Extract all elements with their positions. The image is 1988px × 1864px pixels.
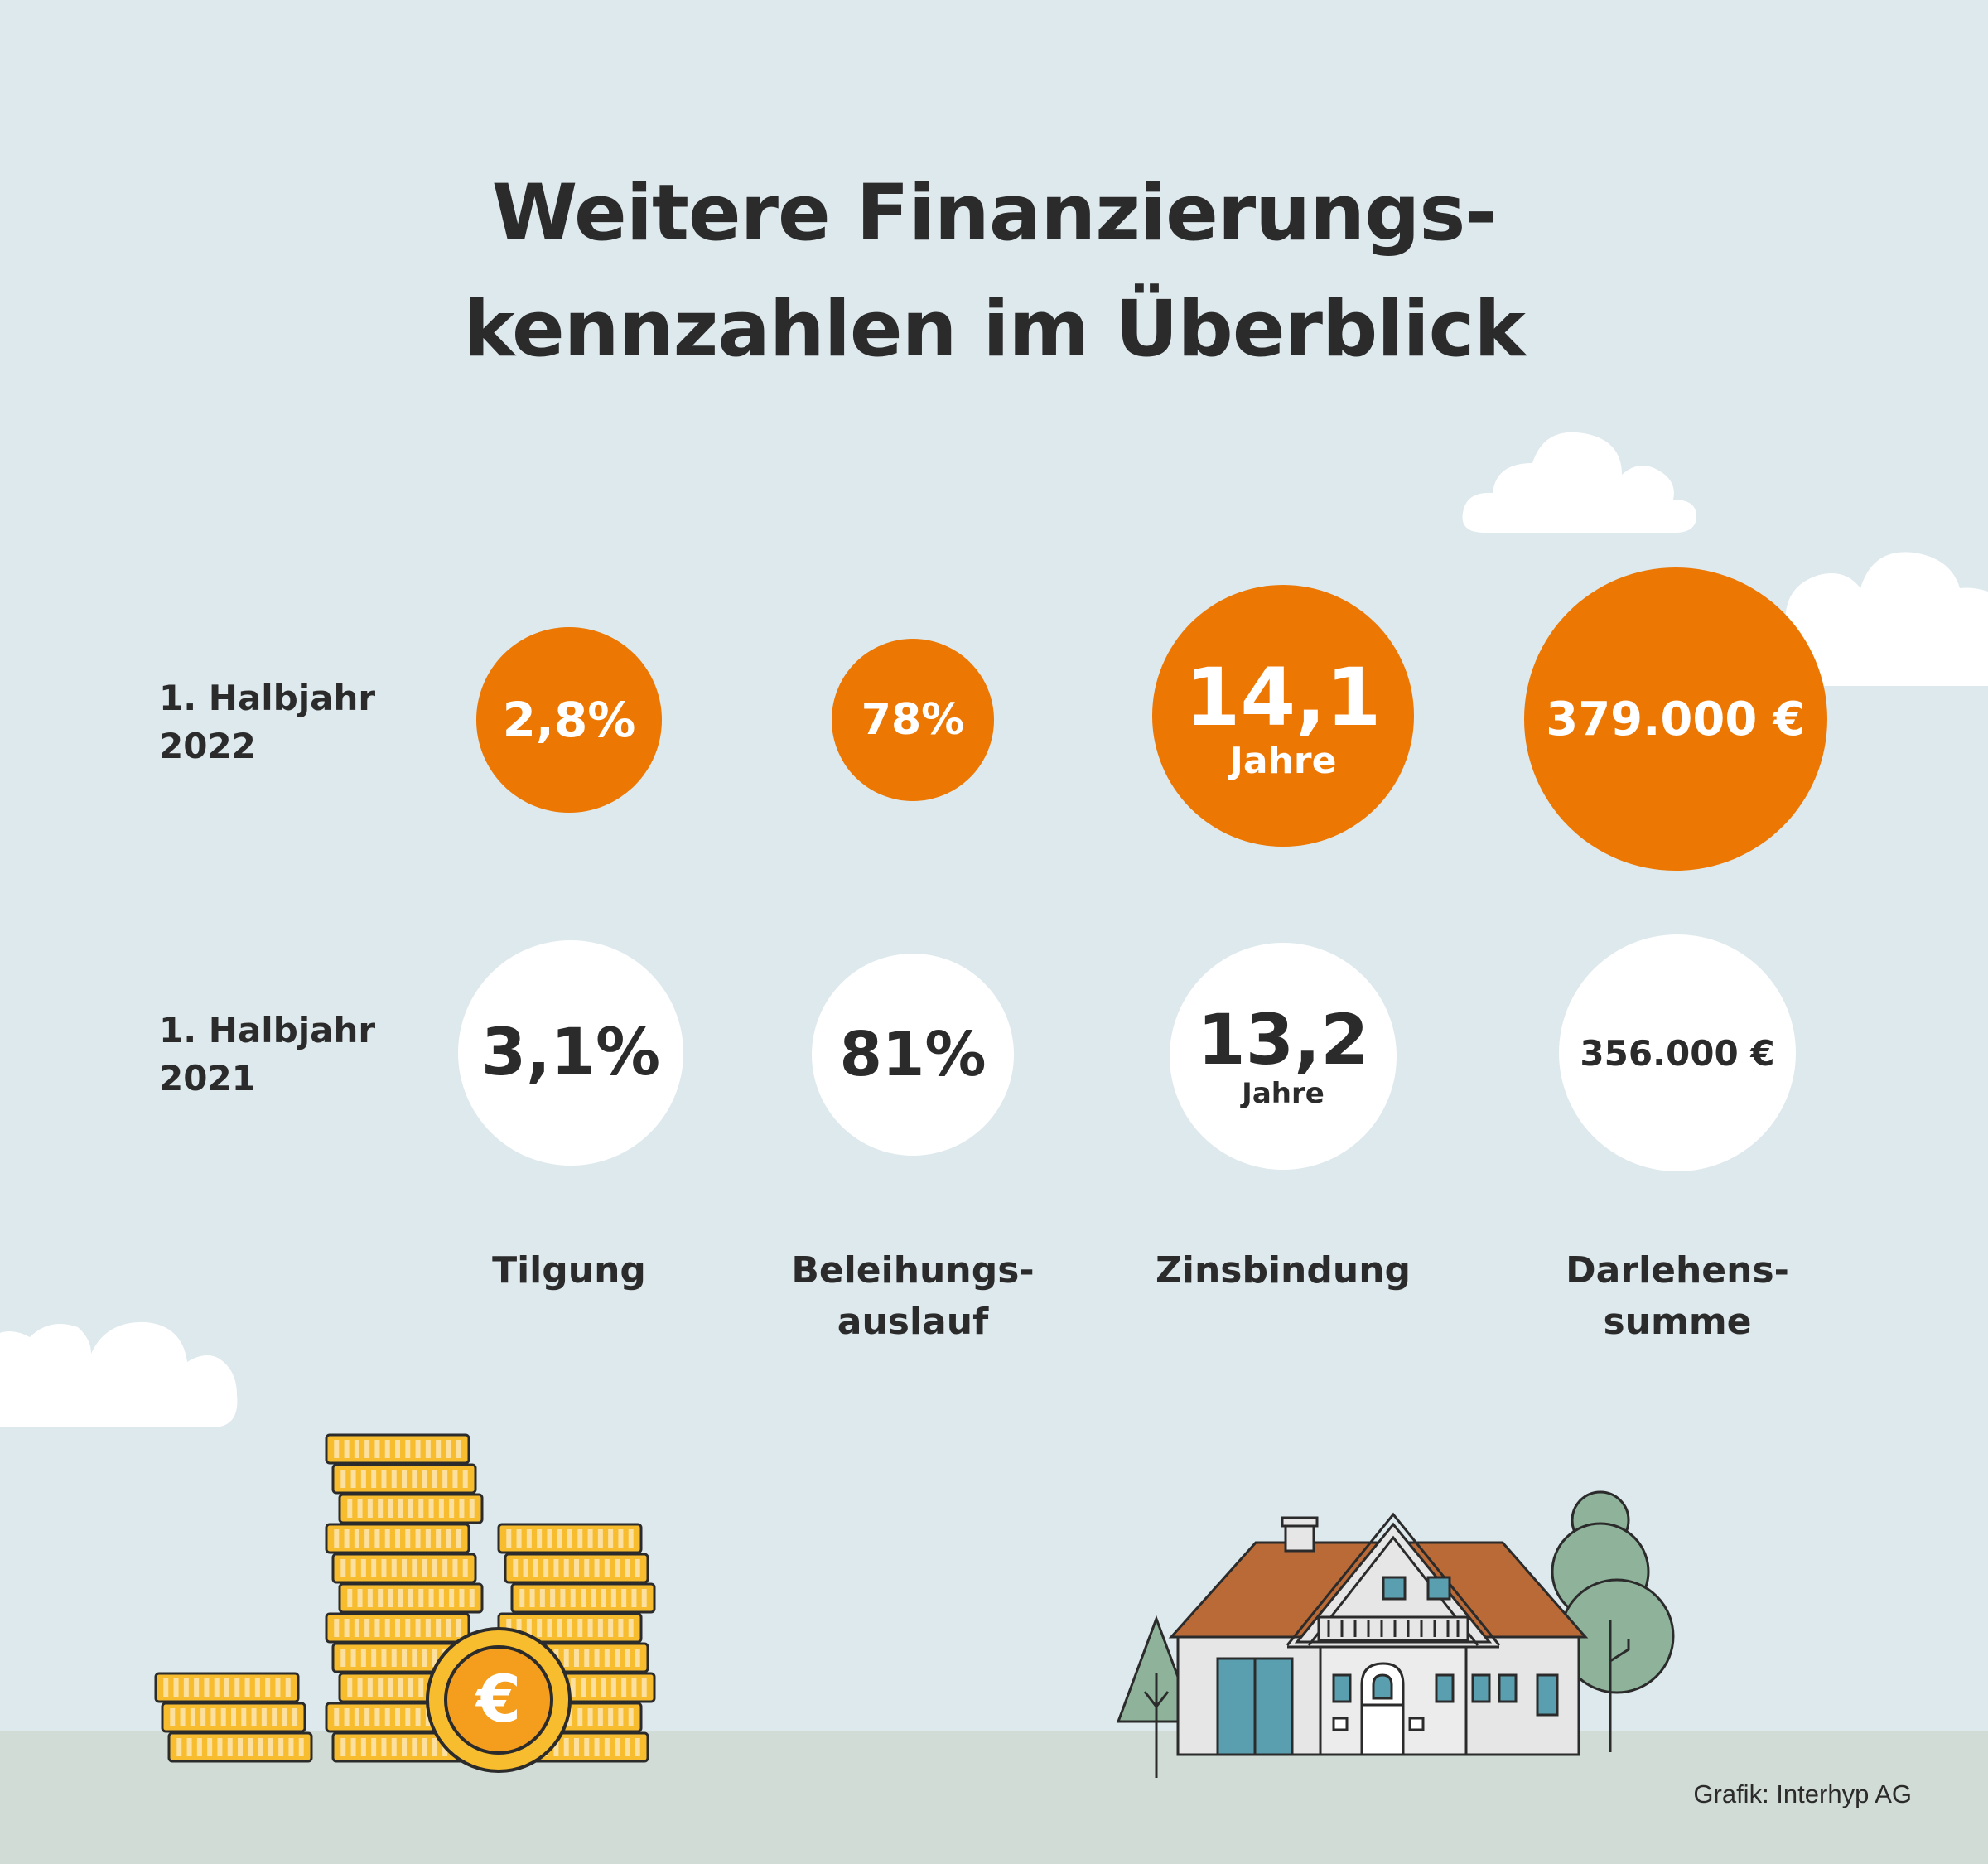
stacked-coin xyxy=(338,1582,484,1614)
row-label-2022: 1. Halbjahr 2022 xyxy=(159,678,376,766)
stacked-coin xyxy=(325,1433,470,1465)
beleihungsauslauf-2021-circle: 81% xyxy=(812,954,1014,1156)
tilgung-2022-circle: 2,8% xyxy=(476,627,662,813)
stacked-coin xyxy=(161,1702,306,1733)
row-label-2021: 1. Halbjahr 2021 xyxy=(159,1010,376,1099)
stacked-coin xyxy=(338,1493,484,1524)
stacked-coin xyxy=(154,1672,300,1703)
title-line-2: kennzahlen im Überblick xyxy=(463,284,1526,374)
zinsbindung-2021-circle: 13,2 Jahre xyxy=(1170,943,1397,1170)
darlehenssumme-2021-circle: 356.000 € xyxy=(1559,934,1796,1171)
cloud-top-right xyxy=(1462,432,1696,533)
stacked-coin xyxy=(325,1612,470,1644)
euro-symbol: € xyxy=(475,1663,521,1737)
euro-coin-icon: € xyxy=(426,1627,572,1773)
coin-stacks-illustration xyxy=(154,1433,656,1763)
column-label-zinsbindung: Zinsbindung xyxy=(1155,1249,1411,1292)
title-line-1: Weitere Finanzierungs- xyxy=(491,168,1498,258)
stacked-coin xyxy=(510,1582,656,1614)
beleihungsauslauf-2022-circle: 78% xyxy=(832,639,994,801)
column-label-tilgung: Tilgung xyxy=(492,1249,646,1292)
cloud-left xyxy=(0,1321,238,1427)
stacked-coin xyxy=(331,1463,477,1495)
credit-text: Grafik: Interhyp AG xyxy=(1693,1779,1912,1808)
round-tree-icon xyxy=(1551,1490,1675,1752)
zinsbindung-2022-circle: 14,1 Jahre xyxy=(1152,585,1414,847)
column-label-darlehenssumme: Darlehens- summe xyxy=(1566,1249,1789,1343)
stacked-coin xyxy=(331,1553,477,1584)
stacked-coin xyxy=(325,1523,470,1554)
tilgung-2021-circle: 3,1% xyxy=(458,940,683,1166)
page-title: Weitere Finanzierungs- kennzahlen im Übe… xyxy=(0,156,1988,388)
stacked-coin xyxy=(497,1612,643,1644)
stacked-coin xyxy=(497,1523,643,1554)
stacked-coin xyxy=(167,1731,313,1763)
house-icon xyxy=(1168,1512,1589,1756)
ground-strip xyxy=(0,1731,1988,1864)
column-label-beleihungsauslauf: Beleihungs- auslauf xyxy=(791,1249,1035,1343)
stacked-coin xyxy=(504,1553,649,1584)
darlehenssumme-2022-circle: 379.000 € xyxy=(1524,567,1827,871)
conifer-tree-icon xyxy=(1116,1615,1197,1778)
